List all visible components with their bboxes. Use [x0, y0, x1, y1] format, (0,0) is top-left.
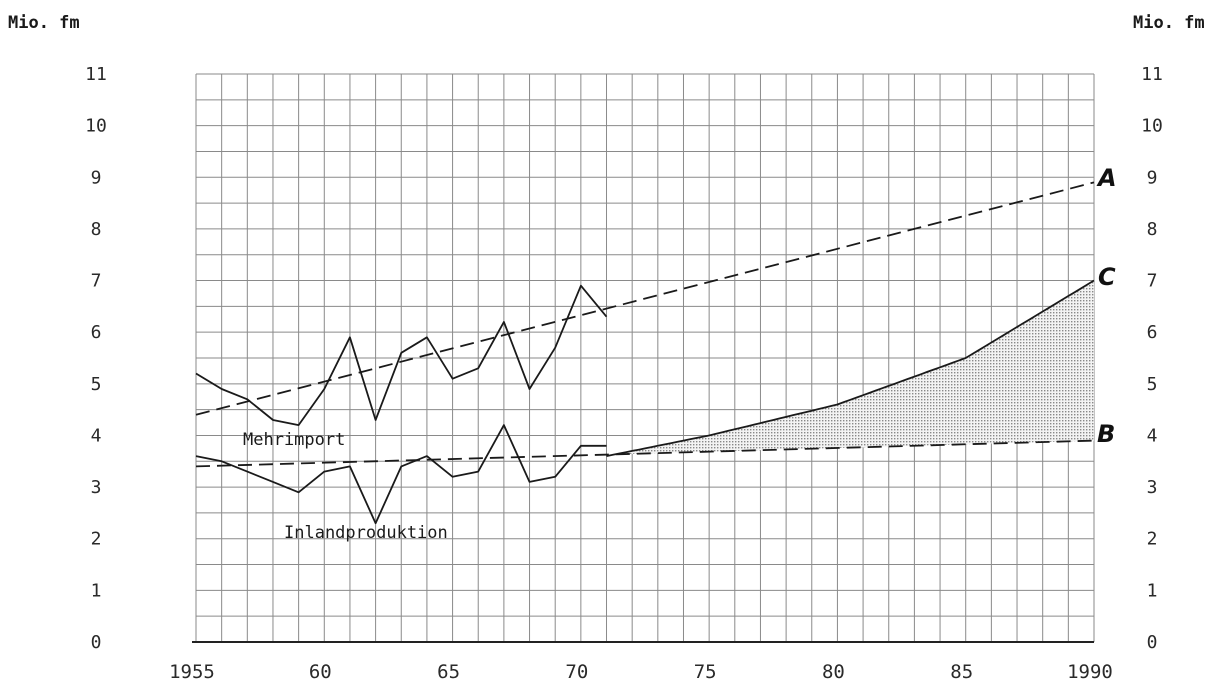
y-tick-left-10: 10	[85, 116, 107, 137]
shaded-area	[606, 280, 1094, 457]
y-tick-right-3: 3	[1147, 477, 1158, 498]
y-tick-left-4: 4	[91, 425, 102, 446]
series-lines	[195, 181, 1095, 525]
x-tick-1985: 85	[950, 661, 973, 683]
y-tick-right-9: 9	[1147, 167, 1158, 188]
shade-c-b	[606, 280, 1094, 457]
y-tick-right-11: 11	[1141, 64, 1163, 85]
grid	[195, 73, 1095, 643]
y-tick-right-1: 1	[1147, 580, 1158, 601]
x-tick-1965: 65	[437, 661, 460, 683]
y-ticks-left: 0 1 2 3 4 5 6 7 8 9 10 11	[85, 64, 107, 653]
x-tick-1975: 75	[694, 661, 717, 683]
y-tick-left-7: 7	[91, 271, 102, 292]
x-tick-1955: 1955	[169, 661, 215, 683]
y-tick-right-10: 10	[1141, 116, 1163, 137]
y-tick-left-5: 5	[91, 374, 102, 395]
x-tick-1990: 1990	[1067, 661, 1113, 683]
series-line-a	[195, 181, 1095, 416]
y-tick-left-2: 2	[91, 529, 102, 550]
x-ticks: 1955 60 65 70 75 80 85 1990	[169, 661, 1113, 683]
y-tick-left-0: 0	[91, 632, 102, 653]
y-tick-right-6: 6	[1147, 322, 1158, 343]
series-line-c	[606, 279, 1095, 457]
unit-label-right: Mio. fm	[1133, 13, 1205, 33]
label-curve-a: A	[1096, 164, 1117, 192]
label-curve-b: B	[1097, 420, 1115, 448]
y-tick-left-3: 3	[91, 477, 102, 498]
x-tick-1970: 70	[565, 661, 588, 683]
y-ticks-right: 0 1 2 3 4 5 6 7 8 9 10 11	[1141, 64, 1163, 653]
y-tick-right-8: 8	[1147, 219, 1158, 240]
y-tick-right-0: 0	[1147, 632, 1158, 653]
y-tick-right-4: 4	[1147, 425, 1158, 446]
y-tick-left-11: 11	[85, 64, 107, 85]
x-tick-1980: 80	[822, 661, 845, 683]
y-tick-left-9: 9	[91, 167, 102, 188]
y-tick-left-1: 1	[91, 580, 102, 601]
series-line-mehrimport	[195, 284, 608, 427]
y-tick-right-7: 7	[1147, 271, 1158, 292]
series-line-b	[195, 439, 1095, 468]
y-tick-left-6: 6	[91, 322, 102, 343]
series-line-inlandproduktion	[195, 424, 607, 525]
label-curve-c: C	[1098, 263, 1116, 291]
label-inlandproduktion: Inlandproduktion	[284, 523, 448, 543]
label-mehrimport: Mehrimport	[243, 430, 345, 450]
y-tick-left-8: 8	[91, 219, 102, 240]
x-tick-1960: 60	[309, 661, 332, 683]
y-tick-right-2: 2	[1147, 529, 1158, 550]
unit-label-left: Mio. fm	[8, 13, 80, 33]
y-tick-right-5: 5	[1147, 374, 1158, 395]
